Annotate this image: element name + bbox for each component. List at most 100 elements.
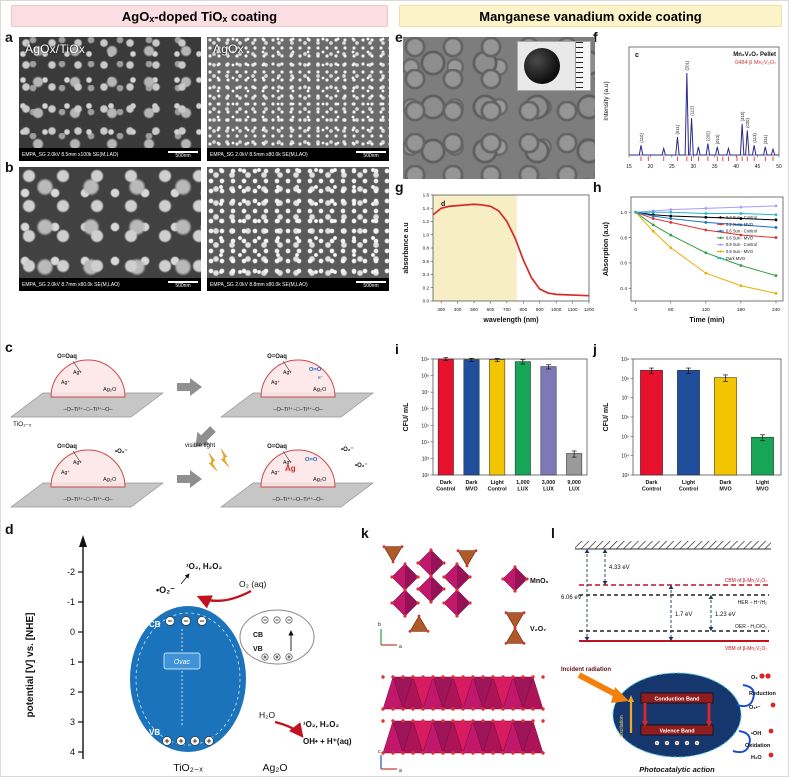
svg-text:OER - H₂O/O₂: OER - H₂O/O₂ [735, 624, 767, 630]
header-mvo-coating: Manganese vanadium oxide coating [399, 5, 782, 27]
svg-text:•O₂⁻: •O₂⁻ [156, 585, 175, 595]
svg-text:50: 50 [776, 164, 782, 170]
svg-text:MnO₆: MnO₆ [530, 578, 549, 585]
svg-text:300: 300 [437, 307, 445, 312]
svg-text:(202): (202) [706, 131, 711, 141]
svg-text:6.06 eV: 6.06 eV [561, 595, 582, 601]
svg-text:240: 240 [772, 307, 780, 313]
svg-text:10⁷: 10⁷ [622, 396, 630, 402]
svg-text:0: 0 [634, 307, 637, 313]
svg-text:H₂O: H₂O [751, 755, 762, 761]
pellet-photo [524, 48, 560, 84]
svg-text:10⁹: 10⁹ [621, 357, 629, 363]
panel-label-l: l [551, 525, 555, 541]
svg-text:Ag: Ag [285, 464, 296, 473]
svg-text:(201): (201) [685, 60, 690, 70]
svg-text:–O–Ti³⁺–□–Ti³⁺–O–: –O–Ti³⁺–□–Ti³⁺–O– [63, 496, 113, 503]
svg-text:Control: Control [642, 487, 662, 493]
svg-text:0.8: 0.8 [423, 246, 430, 251]
sem-meta-bar: EMPA_SG 2.0kV 8.5mm x100k SE(M,LAO) 500n… [19, 148, 201, 161]
svg-text:Control: Control [679, 487, 699, 493]
panel-label-b: b [5, 159, 14, 175]
cfu-mvo-bar-chart: 10³10⁴10⁵10⁶10⁷10⁸10⁹DarkControlLightCon… [603, 357, 782, 493]
svg-text:•O₂⁻: •O₂⁻ [341, 447, 354, 453]
svg-text:800: 800 [519, 307, 527, 312]
svg-text:–O–Ti⁴⁺–O–Ti⁴⁺–O–: –O–Ti⁴⁺–O–Ti⁴⁺–O– [272, 496, 324, 503]
sem-image-agox-tiox: AgOx/TiOx EMPA_SG 2.0kV 8.5mm x100k SE(M… [19, 37, 201, 161]
svg-text:e⁻: e⁻ [318, 375, 324, 381]
panel-label-k: k [361, 525, 369, 541]
scale-bar-line [356, 150, 386, 153]
crystal-structure-diagram: MnO₆ V₂O₇ b a c a [378, 545, 549, 774]
svg-text:VBM of β-Mn₂V₂O₇: VBM of β-Mn₂V₂O₇ [725, 646, 767, 652]
svg-text:10⁶: 10⁶ [621, 415, 629, 421]
svg-text:•OH: •OH [751, 731, 761, 737]
scale-bar: 500nm [356, 280, 386, 289]
svg-text:LUX: LUX [517, 487, 528, 493]
svg-text:absorbance a.u: absorbance a.u [403, 222, 410, 273]
svg-text:1.6: 1.6 [423, 193, 430, 198]
scale-bar: 500nm [168, 150, 198, 159]
svg-text:Oxidation: Oxidation [745, 743, 771, 749]
svg-text:0.2 Sun - Control: 0.2 Sun - Control [726, 215, 757, 220]
svg-text:Dark: Dark [466, 480, 478, 486]
svg-text:visible light: visible light [185, 442, 216, 449]
svg-text:potential [V] vs. [NHE]: potential [V] vs. [NHE] [25, 612, 36, 717]
svg-text:10⁴: 10⁴ [621, 454, 629, 460]
svg-text:(013): (013) [715, 134, 720, 144]
svg-text:10³: 10³ [622, 473, 630, 479]
svg-text:10²: 10² [422, 473, 430, 479]
svg-text:¹O₂, H₂O₂: ¹O₂, H₂O₂ [303, 720, 339, 729]
svg-text:Ovac: Ovac [174, 659, 191, 666]
panel-label-e: e [395, 29, 403, 45]
svg-text:O=Oaq: O=Oaq [57, 444, 77, 450]
svg-text:120: 120 [702, 307, 710, 313]
band-potential-diagram: -2 -1 0 1 2 3 4 potential [V] vs. [NHE] CB Ovac VB… [25, 535, 352, 774]
svg-text:4.33 eV: 4.33 eV [609, 565, 630, 571]
svg-text:MVO: MVO [756, 487, 768, 493]
svg-text:(310): (310) [740, 111, 745, 121]
svg-text:TiO₂₋ₓ: TiO₂₋ₓ [13, 421, 32, 428]
svg-text:Ag⁺: Ag⁺ [283, 370, 292, 376]
svg-text:O=Oaq: O=Oaq [57, 354, 77, 360]
svg-text:CB: CB [149, 620, 161, 629]
panel-label-j: j [593, 341, 597, 357]
svg-text:0: 0 [70, 627, 75, 637]
svg-text:Reduction: Reduction [749, 691, 777, 697]
svg-text:600: 600 [487, 307, 495, 312]
sem-meta-bar: EMPA_SG 2.0kV 8.8mm x80.0k SE(M,LAO) 500… [207, 278, 389, 291]
svg-text:0.6: 0.6 [620, 261, 627, 267]
reaction-mechanism-diagram: –O–Ti³⁺–□–Ti³⁺–O–O=OaqAg⁺Ag⁺Ag₂OTiO₂₋ₓ–O… [9, 354, 375, 508]
svg-text:1200: 1200 [584, 307, 595, 312]
svg-text:Excitation: Excitation [619, 715, 625, 737]
svg-text:60: 60 [668, 307, 674, 313]
svg-text:O₂ (aq): O₂ (aq) [239, 579, 267, 589]
sem-image-agox-80k: EMPA_SG 2.0kV 8.8mm x80.0k SE(M,LAO) 500… [207, 167, 389, 291]
svg-text:9,000: 9,000 [567, 480, 581, 486]
svg-text:•O₂⁻: •O₂⁻ [355, 463, 368, 469]
svg-text:0.9 Sun - Control: 0.9 Sun - Control [726, 242, 757, 247]
svg-text:CFU/ mL: CFU/ mL [403, 402, 410, 432]
svg-text:1: 1 [70, 657, 75, 667]
svg-text:10⁵: 10⁵ [621, 434, 629, 440]
svg-text:wavelength (nm): wavelength (nm) [482, 317, 538, 324]
svg-text:Time (min): Time (min) [689, 317, 724, 324]
svg-text:Ag₂O: Ag₂O [262, 762, 287, 774]
panel-label-i: i [395, 341, 399, 357]
svg-text:CFU/ mL: CFU/ mL [603, 402, 610, 432]
panel-label-h: h [593, 179, 602, 195]
svg-text:Light: Light [491, 480, 504, 486]
header-agox-text: AgOₓ-doped TiOₓ coating [121, 8, 278, 24]
svg-text:0.2 Sun - MVO: 0.2 Sun - MVO [726, 222, 753, 227]
svg-text:40: 40 [733, 164, 739, 170]
absorption-time-chart: 0 60 120 180 240 0.4 0.6 0.8 1.0 0.2 Sun - Contro… [603, 196, 784, 324]
header-agox-coating: AgOₓ-doped TiOₓ coating [11, 5, 388, 27]
svg-text:Control: Control [436, 487, 456, 493]
svg-text:c: c [378, 749, 381, 755]
svg-text:LUX: LUX [543, 487, 554, 493]
scale-bar-line [168, 150, 198, 153]
svg-text:V₂O₇: V₂O₇ [530, 626, 546, 633]
svg-text:0.8: 0.8 [620, 235, 627, 241]
svg-text:Conduction Band: Conduction Band [655, 697, 700, 703]
